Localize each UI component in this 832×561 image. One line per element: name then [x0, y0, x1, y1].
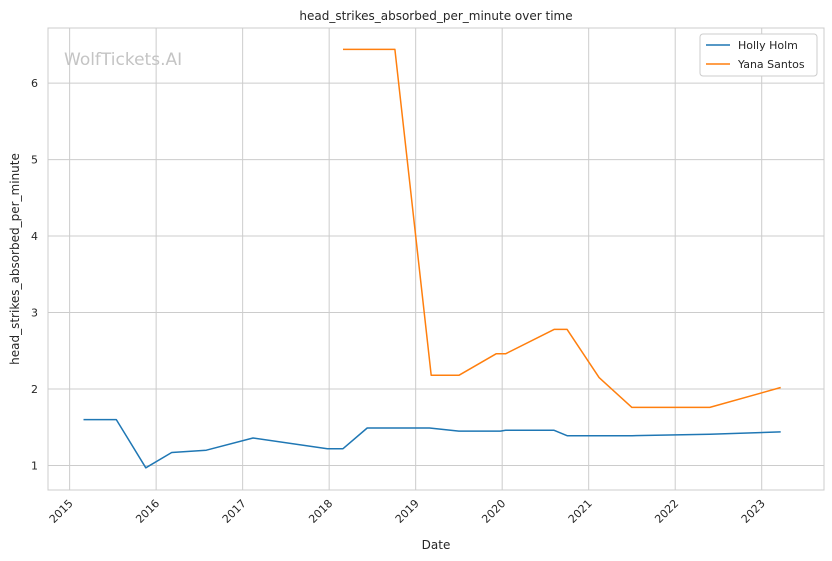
x-tick-label: 2020 — [479, 497, 508, 526]
y-axis-title: head_strikes_absorbed_per_minute — [8, 153, 22, 365]
series-layer — [83, 48, 781, 469]
series-line-holly-holm — [83, 418, 781, 469]
chart-title: head_strikes_absorbed_per_minute over ti… — [299, 9, 572, 23]
x-tick-label: 2016 — [133, 497, 162, 526]
legend-label: Yana Santos — [737, 58, 805, 71]
plot-area — [47, 27, 825, 491]
y-tick-labels: 1 2 3 4 5 6 — [31, 77, 38, 472]
x-tick-label: 2023 — [739, 497, 768, 526]
y-tick-label: 2 — [31, 383, 38, 396]
x-tick-label: 2018 — [306, 497, 335, 526]
grid-lines — [48, 28, 824, 490]
y-tick-label: 1 — [31, 460, 38, 473]
legend: Holly Holm Yana Santos — [699, 33, 818, 77]
y-tick-label: 4 — [31, 230, 38, 243]
y-tick-label: 6 — [31, 77, 38, 90]
x-tick-label: 2022 — [652, 497, 681, 526]
watermark: WolfTickets.AI — [64, 50, 182, 70]
y-tick-label: 5 — [31, 154, 38, 167]
x-tick-label: 2015 — [47, 497, 76, 526]
x-tick-label: 2019 — [393, 497, 422, 526]
x-axis-title: Date — [422, 538, 451, 552]
y-tick-label: 3 — [31, 307, 38, 320]
series-line-yana-santos — [343, 48, 781, 409]
x-tick-label: 2017 — [220, 497, 249, 526]
legend-label: Holly Holm — [738, 39, 798, 52]
x-tick-labels: 2015 2016 2017 2018 2019 2020 2021 2022 2023 — [47, 497, 768, 526]
x-tick-label: 2021 — [566, 497, 595, 526]
